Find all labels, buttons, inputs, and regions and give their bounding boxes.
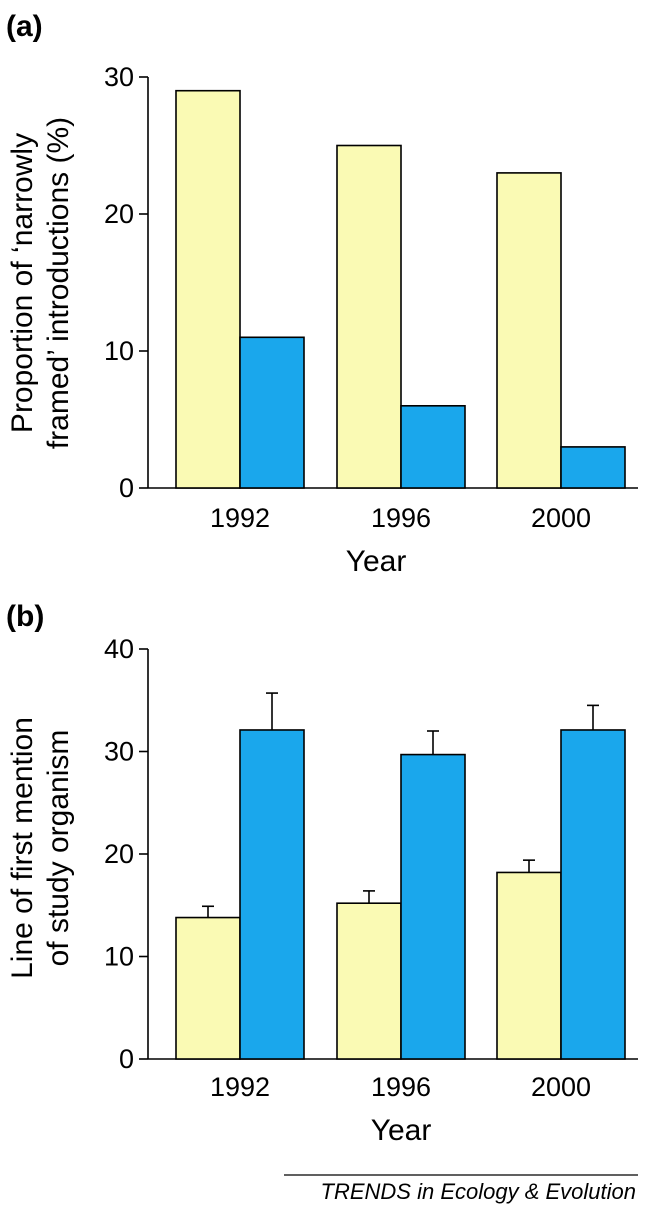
panel-b-y-axis-label-line-2: of study organism <box>42 730 75 967</box>
panel-b-bar <box>560 729 626 1060</box>
panel-b-x-tick-label: 1992 <box>210 1072 270 1102</box>
footer-source: TRENDS in Ecology & Evolution <box>321 1179 636 1204</box>
panel-b-x-tick-label: 2000 <box>531 1072 591 1102</box>
panel-b-bar <box>496 871 562 1060</box>
panel-a-x-axis-label: Year <box>346 545 407 578</box>
panel-a-y-tick-label: 30 <box>104 62 134 92</box>
panel-b-label: (b) <box>6 600 44 633</box>
panel-b-y-axis-label: Line of first mention of study organism <box>6 717 75 979</box>
panel-a-y-tick-label: 0 <box>119 473 134 503</box>
panel-a-x-tick-label: 2000 <box>531 503 591 533</box>
panel-a-y-axis-label-line-2: framed’ introductions (%) <box>42 117 75 449</box>
panel-b-bar <box>239 729 305 1060</box>
panel-a-bar <box>175 89 241 489</box>
panel-a-bar <box>496 172 562 489</box>
panel-a-y-axis-label: Proportion of ‘narrowly framed’ introduc… <box>6 117 75 449</box>
panel-b-bar <box>175 916 241 1060</box>
panel-a: (a) Year Proportion of ‘narrowly framed’… <box>6 10 638 578</box>
panel-b-y-tick-label: 30 <box>104 737 134 767</box>
panel-b-x-axis-label: Year <box>371 1114 432 1147</box>
panel-a-plot-area: 0 10 20 30 1992 1996 2000 <box>104 62 638 533</box>
panel-b-y-tick-label: 10 <box>104 942 134 972</box>
panel-a-bar <box>400 404 466 489</box>
panel-a-bar <box>336 144 402 489</box>
panel-b-y-tick-label: 0 <box>119 1044 134 1074</box>
panel-b-y-tick-label: 40 <box>104 634 134 664</box>
panel-b-x-tick-label: 1996 <box>371 1072 431 1102</box>
footer: TRENDS in Ecology & Evolution <box>284 1174 638 1204</box>
panel-b: (b) Year Line of first mention of study … <box>6 600 638 1147</box>
panel-a-x-tick-label: 1992 <box>210 503 270 533</box>
panel-b-y-tick-label: 20 <box>104 839 134 869</box>
panel-a-x-tick-label: 1996 <box>371 503 431 533</box>
panel-a-y-tick-label: 20 <box>104 199 134 229</box>
panel-a-bar <box>239 336 305 489</box>
panel-b-plot-area: 0 10 20 30 40 1992 1996 2000 <box>104 634 638 1102</box>
panel-a-y-tick-label: 10 <box>104 336 134 366</box>
panel-b-bar <box>336 902 402 1060</box>
panel-a-y-axis-label-line-1: Proportion of ‘narrowly <box>6 133 39 433</box>
panel-a-bar <box>560 446 626 489</box>
panel-b-y-axis-label-line-1: Line of first mention <box>6 717 39 979</box>
panel-b-bar <box>400 753 466 1060</box>
panel-a-label: (a) <box>6 10 43 43</box>
